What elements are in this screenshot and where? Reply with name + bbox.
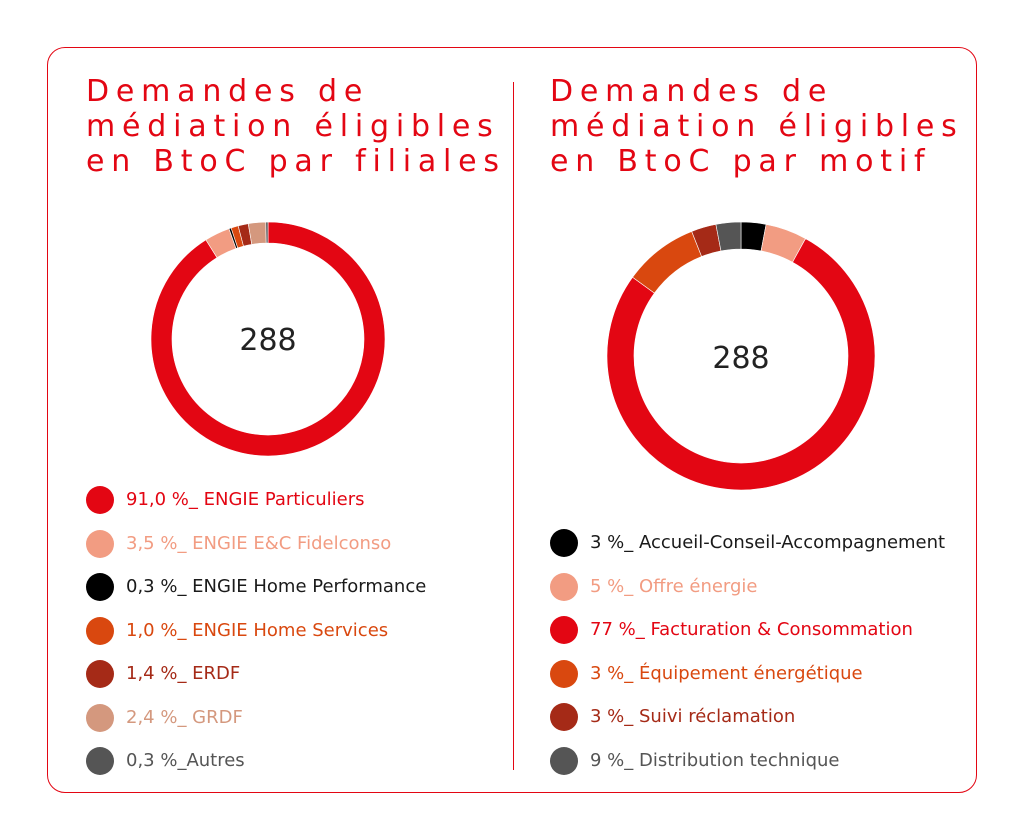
- legend-label: 1,0 %_ ENGIE Home Services: [126, 619, 389, 641]
- panel-filiales: Demandes de médiation éligibles en BtoC …: [0, 0, 499, 840]
- donut-chart-motif: 288: [606, 221, 876, 491]
- title-line-2: médiation éligibles: [550, 109, 964, 144]
- chart-title-motif: Demandes de médiation éligibles en BtoC …: [550, 74, 964, 179]
- legend-swatch: [550, 572, 578, 601]
- legend-swatch: [86, 573, 114, 601]
- legend-swatch: [86, 703, 114, 732]
- donut-slice-5: [247, 222, 267, 245]
- donut-slice-2: [606, 238, 876, 491]
- legend-swatch: [86, 660, 114, 688]
- legend-swatch: [550, 659, 578, 688]
- title-line-1: Demandes de: [550, 74, 834, 109]
- legend-label: 3,5 %_ ENGIE E&C Fidelconso: [126, 532, 392, 554]
- donut-slice-6: [265, 222, 269, 244]
- legend-label: 2,4 %_ GRDF: [126, 706, 243, 728]
- legend-swatch: [550, 616, 578, 644]
- title-line-1: Demandes de: [86, 74, 370, 109]
- legend-label: 0,3 %_Autres: [126, 750, 245, 771]
- legend-label: 9 %_ Distribution technique: [590, 749, 840, 771]
- donut-chart-filiales: 288: [151, 222, 385, 456]
- donut-center-total: 288: [712, 341, 769, 376]
- legend-label: 3 %_ Accueil-Conseil-Accompagnement: [590, 532, 946, 553]
- donut-slice-0: [151, 222, 385, 456]
- legend-swatch: [86, 747, 114, 775]
- donut-slice-3: [632, 231, 703, 294]
- legend-label: 77 %_ Facturation & Consommation: [590, 619, 913, 640]
- legend-swatch: [550, 529, 578, 557]
- panel-divider: [513, 82, 514, 770]
- chart-title-filiales: Demandes de médiation éligibles en BtoC …: [86, 74, 506, 179]
- card-frame: [47, 47, 977, 793]
- legend-swatch: [86, 529, 114, 558]
- legend-label: 5 %_ Offre énergie: [590, 575, 758, 597]
- legend-swatch: [86, 616, 114, 645]
- title-line-3: en BtoC par filiales: [86, 144, 506, 179]
- legend-swatch: [86, 486, 114, 514]
- legend-label: 3 %_ Équipement énergétique: [590, 662, 863, 684]
- legend-label: 0,3 %_ ENGIE Home Performance: [126, 576, 427, 597]
- donut-slice-5: [715, 221, 742, 252]
- legend-label: 1,4 %_ ERDF: [126, 663, 241, 684]
- title-line-2: médiation éligibles: [86, 109, 500, 144]
- legend-label: 3 %_ Suivi réclamation: [590, 706, 796, 727]
- panel-motif: Demandes de médiation éligibles en BtoC …: [466, 0, 957, 840]
- legend-swatch: [550, 746, 578, 775]
- legend-label: 91,0 %_ ENGIE Particuliers: [126, 489, 365, 510]
- donut-center-total: 288: [239, 323, 296, 358]
- title-line-3: en BtoC par motif: [550, 144, 932, 179]
- legend-swatch: [550, 703, 578, 731]
